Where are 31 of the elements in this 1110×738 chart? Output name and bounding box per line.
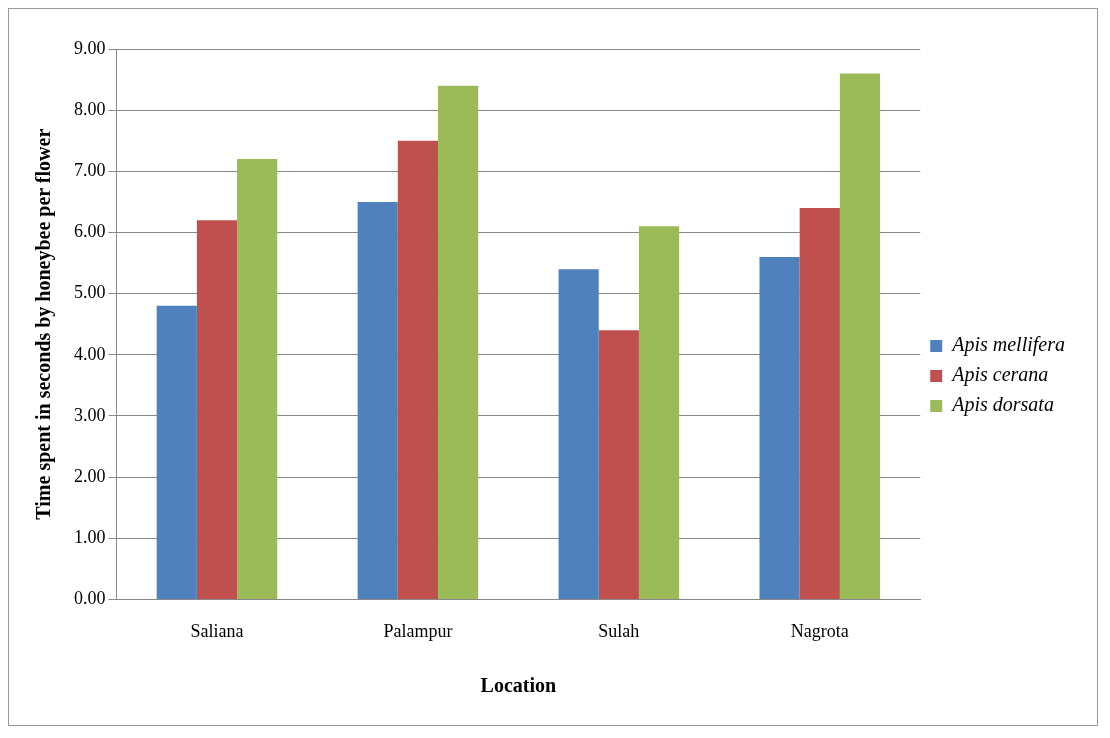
bar xyxy=(598,330,639,599)
bar xyxy=(759,256,800,599)
x-tick-label: Nagrota xyxy=(790,620,849,641)
bar xyxy=(558,269,599,599)
bar xyxy=(638,226,680,599)
y-tick-label: 3.00 xyxy=(74,404,106,425)
y-tick-label: 0.00 xyxy=(74,588,106,609)
x-tick-label: Palampur xyxy=(383,620,453,641)
bar xyxy=(196,220,238,599)
bar xyxy=(237,159,278,599)
bar xyxy=(156,305,197,599)
y-tick-label: 4.00 xyxy=(74,343,106,364)
bar xyxy=(438,85,479,599)
bar xyxy=(357,201,398,599)
x-tick-label: Saliana xyxy=(190,620,244,641)
bar xyxy=(799,208,840,599)
y-tick-label: 8.00 xyxy=(74,98,106,119)
bar xyxy=(397,140,438,599)
x-axis-title: Location xyxy=(480,674,557,697)
y-tick-label: 9.00 xyxy=(74,37,106,58)
y-tick-label: 7.00 xyxy=(74,160,106,181)
legend-label: Apis dorsata xyxy=(950,393,1054,417)
y-tick-label: 2.00 xyxy=(74,465,106,486)
bar xyxy=(839,73,881,599)
y-tick-label: 1.00 xyxy=(74,526,106,547)
x-tick-label: Sulah xyxy=(598,620,640,641)
y-axis-title: Time spent in seconds by honeybee per flower xyxy=(32,128,56,520)
legend-label: Apis cerana xyxy=(950,363,1049,387)
y-tick-label: 6.00 xyxy=(74,221,106,242)
legend-label: Apis mellifera xyxy=(950,333,1065,357)
y-tick-label: 5.00 xyxy=(74,282,106,303)
